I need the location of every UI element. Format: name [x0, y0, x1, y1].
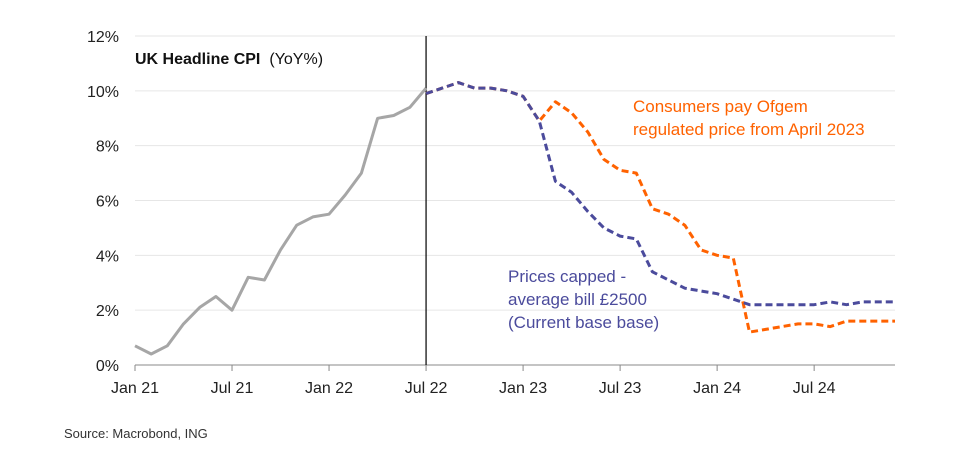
y-tick-label: 2%	[96, 303, 119, 320]
x-tick-label: Jul 24	[793, 380, 836, 397]
annotation-ofgem-line: Consumers pay Ofgem	[633, 97, 808, 116]
y-tick-label: 4%	[96, 248, 119, 265]
y-tick-label: 8%	[96, 139, 119, 156]
annotations: Consumers pay Ofgem regulated price from …	[508, 97, 865, 332]
series-line-actual	[134, 87, 428, 356]
series-line-capped	[425, 81, 895, 307]
y-tick-label: 10%	[87, 84, 119, 101]
x-tick-label: Jan 24	[693, 380, 741, 397]
x-tick-label: Jul 22	[405, 380, 448, 397]
y-tick-label: 0%	[96, 358, 119, 375]
gridlines	[135, 35, 895, 311]
annotation-capped-line: average bill £2500	[508, 290, 647, 309]
chart-title-main: UK Headline CPI	[135, 51, 260, 68]
chart-title-suffix: (YoY%)	[269, 51, 323, 68]
annotation-capped-line: (Current base base)	[508, 313, 659, 332]
source-note: Source: Macrobond, ING	[64, 426, 208, 441]
x-tick-label: Jan 22	[305, 380, 353, 397]
annotation-ofgem-line: regulated price from April 2023	[633, 120, 865, 139]
y-tick-label: 6%	[96, 194, 119, 211]
y-axis-ticks: 0% 2% 4% 6% 8% 10% 12%	[87, 29, 119, 375]
chart-title: UK Headline CPI (YoY%)	[135, 51, 323, 68]
x-axis: Jan 21 Jul 21 Jan 22 Jul 22 Jan 23 Jul 23 Jan …	[111, 364, 895, 397]
series-lines	[134, 81, 895, 356]
x-tick-label: Jul 21	[211, 380, 254, 397]
y-tick-label: 12%	[87, 29, 119, 46]
x-tick-label: Jan 23	[499, 380, 547, 397]
x-tick-label: Jan 21	[111, 380, 159, 397]
x-tick-label: Jul 23	[599, 380, 642, 397]
annotation-capped-line: Prices capped -	[508, 267, 626, 286]
svg-text:UK Headline CPI (YoY%): UK Headline CPI (YoY%)	[135, 51, 323, 68]
